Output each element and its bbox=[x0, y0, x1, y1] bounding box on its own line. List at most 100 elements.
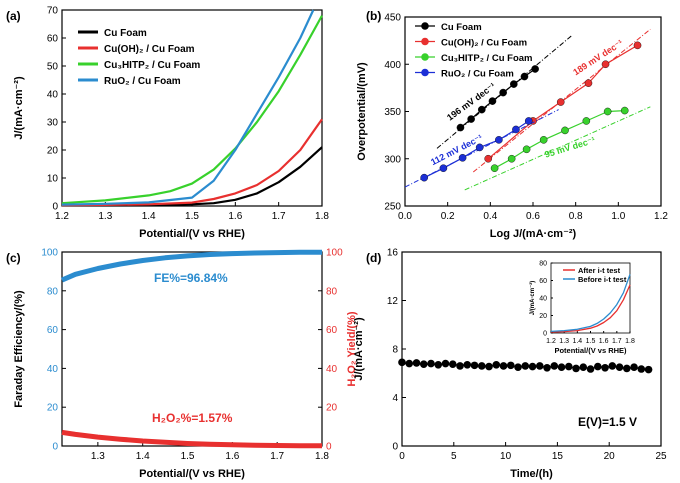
panel-b-series-2-point bbox=[490, 164, 499, 172]
panel-d-inset-x-tick-label: 1.6 bbox=[599, 338, 609, 345]
panel-c-y-tick-label: 80 bbox=[47, 286, 59, 297]
panel-d-series-point bbox=[550, 362, 559, 370]
panel-d-series-point bbox=[398, 358, 406, 367]
panel-a-y-axis-label: J/(mA·cm⁻²) bbox=[13, 76, 25, 140]
panel-b-series-2-point bbox=[561, 126, 569, 135]
panel-b-x-tick-label: 0.2 bbox=[441, 211, 455, 222]
panel-d-potential-annotation: E(V)=1.5 V bbox=[578, 415, 637, 429]
panel-d-series-point bbox=[477, 362, 486, 370]
panel-a-legend-label: Cu₃HITP₂ / Cu Foam bbox=[104, 60, 200, 71]
panel-b-y-tick-label: 450 bbox=[384, 13, 401, 24]
panel-a-legend-label: RuO₂ / Cu Foam bbox=[104, 76, 181, 87]
panel-d-series-point bbox=[594, 362, 602, 371]
panel-d-series-point bbox=[586, 365, 595, 373]
panel-b-series-0-point bbox=[499, 88, 507, 97]
panel-d-series-point bbox=[499, 362, 508, 370]
panel-d-inset-x-tick-label: 1.5 bbox=[586, 338, 596, 345]
panel-c-y-tick-label: 0 bbox=[52, 442, 58, 453]
panel-b-x-tick-label: 0.8 bbox=[569, 211, 583, 222]
panel-b-series-3-point bbox=[512, 125, 520, 134]
panel-d-series-point bbox=[485, 362, 493, 371]
panel-c-h2o2-annotation: H₂O₂%=1.57% bbox=[152, 411, 233, 425]
panel-d-series-point bbox=[441, 359, 450, 368]
panel-b-series-0-point bbox=[531, 65, 539, 73]
panel-c-right-y-tick-label: 100 bbox=[326, 248, 343, 259]
panel-b-series-0-point bbox=[509, 80, 518, 88]
panel-b-series-1-point bbox=[584, 79, 593, 87]
panel-b-legend-swatch bbox=[421, 53, 429, 61]
panel-d-inset-x-tick-label: 1.2 bbox=[546, 338, 556, 345]
panel-c-series-1-line bbox=[61, 429, 323, 449]
panel-b-x-tick-label: 0.6 bbox=[526, 211, 540, 222]
panel-b-series-0-point bbox=[477, 105, 486, 114]
panel-b-y-tick-label: 400 bbox=[384, 60, 401, 71]
panel-a-y-tick-label: 70 bbox=[47, 6, 59, 17]
panel-d-series-point bbox=[521, 362, 530, 370]
panel-b-series-2-point bbox=[507, 154, 516, 163]
panel-a-x-tick-label: 1.3 bbox=[98, 211, 112, 222]
panel-d-inset-y-axis-label: J/(mA·cm⁻²) bbox=[529, 281, 536, 316]
panel-d-series-point bbox=[434, 360, 443, 369]
panel-b-series-0-point bbox=[520, 72, 529, 81]
panel-a-panel-tag: (a) bbox=[6, 9, 21, 23]
panel-c-panel-tag: (c) bbox=[6, 251, 21, 265]
panel-d-y-tick-label: 16 bbox=[387, 248, 399, 259]
panel-b-y-tick-label: 250 bbox=[384, 202, 401, 213]
panel-d-inset-y-tick-label: 0 bbox=[543, 330, 547, 337]
panel-b-series-0-point bbox=[456, 123, 465, 132]
panel-c-y-axis-label: Faraday Efficiency/(%) bbox=[13, 290, 25, 408]
panel-d-series-point bbox=[456, 362, 464, 370]
panel-b-series-3-point bbox=[439, 164, 448, 172]
panel-d-series-point bbox=[543, 363, 551, 372]
panel-d-x-tick-label: 5 bbox=[451, 451, 457, 462]
panel-c-fe-annotation: FE%=96.84% bbox=[154, 271, 228, 285]
panel-b-y-tick-label: 350 bbox=[384, 107, 401, 118]
panel-d-inset-x-tick-label: 1.4 bbox=[572, 338, 582, 345]
panel-b-series-1-point bbox=[633, 41, 642, 50]
panel-c-y-tick-label: 100 bbox=[41, 248, 58, 259]
panel-b-series-3-point bbox=[458, 154, 467, 162]
panel-d-series-point bbox=[427, 359, 435, 368]
panel-d-series-point bbox=[514, 363, 522, 371]
panel-c-series-0-line bbox=[61, 249, 323, 283]
panel-d-panel-tag: (d) bbox=[366, 251, 381, 265]
panel-a-x-tick-label: 1.8 bbox=[315, 211, 329, 222]
panel-d-series-point bbox=[419, 360, 428, 368]
panel-b-x-tick-label: 0.0 bbox=[398, 211, 412, 222]
panel-b-series-2-point bbox=[603, 107, 612, 116]
panel-a-series-1-line bbox=[61, 118, 323, 207]
panel-d-y-tick-label: 0 bbox=[392, 442, 398, 453]
panel-c-x-tick-label: 1.8 bbox=[315, 451, 329, 462]
panel-a-y-tick-label: 60 bbox=[47, 34, 59, 45]
panel-d-x-tick-label: 10 bbox=[500, 451, 512, 462]
panel-d-series-point bbox=[601, 363, 609, 372]
panel-a-y-tick-label: 30 bbox=[47, 118, 59, 129]
panel-c-y-tick-label: 60 bbox=[47, 325, 59, 336]
panel-d-series-point bbox=[405, 359, 414, 368]
panel-d-inset-x-tick-label: 1.7 bbox=[612, 338, 622, 345]
panel-d-series-point bbox=[492, 360, 501, 369]
panel-b-series-2-point bbox=[582, 117, 591, 125]
panel-b-series-3-point bbox=[495, 136, 503, 144]
panel-d-series-point bbox=[448, 360, 457, 368]
panel-c-x-tick-label: 1.7 bbox=[270, 451, 284, 462]
panel-a-y-tick-label: 50 bbox=[47, 62, 59, 73]
panel-c-y-tick-label: 40 bbox=[47, 364, 59, 375]
panel-a-legend-label: Cu(OH)₂ / Cu Foam bbox=[104, 44, 195, 55]
panel-b-legend-swatch bbox=[421, 68, 429, 77]
panel-c-right-y-tick-label: 60 bbox=[326, 325, 338, 336]
panel-b-y-axis-label: Overpotential/(mV) bbox=[356, 62, 368, 161]
panel-d-inset-x-tick-label: 1.8 bbox=[625, 338, 635, 345]
panel-b-legend-label: Cu Foam bbox=[441, 22, 482, 33]
panel-d-x-tick-label: 20 bbox=[604, 451, 616, 462]
panel-d-series-point bbox=[557, 363, 566, 371]
panel-d-y-tick-label: 8 bbox=[392, 345, 398, 356]
panel-d-series-point bbox=[637, 365, 646, 373]
panel-d-x-tick-label: 15 bbox=[552, 451, 564, 462]
panel-b-series-0-point bbox=[488, 97, 497, 105]
panel-b-series-3-point bbox=[475, 143, 484, 152]
panel-b-y-tick-label: 300 bbox=[384, 154, 401, 165]
panel-c-x-tick-label: 1.4 bbox=[136, 451, 150, 462]
panel-b-series-3-point bbox=[524, 117, 533, 125]
panel-d-series-point bbox=[506, 361, 515, 370]
